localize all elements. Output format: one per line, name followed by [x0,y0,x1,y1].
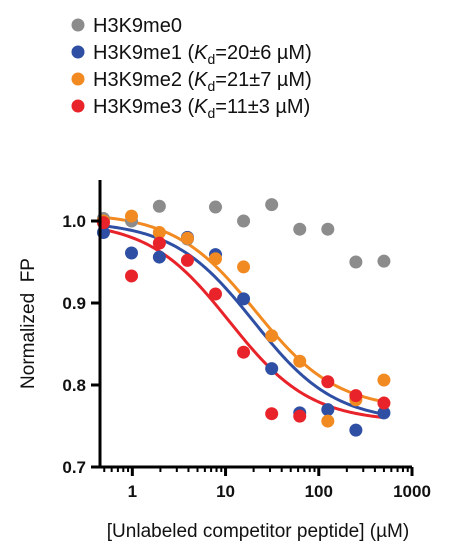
legend-entry: H3K9me3 (Kd=11±3 µM) [93,96,310,121]
data-point-h3k9me2 [152,225,166,239]
data-point-h3k9me0 [377,254,391,268]
legend-entry: H3K9me2 (Kd=21±7 µM) [93,69,312,94]
legend-series-name: H3K9me2 ( [93,69,194,91]
data-point-h3k9me2 [293,354,307,368]
data-point-h3k9me2 [237,260,251,274]
legend-kd-symbol: K [194,96,209,118]
legend-kd-subscript: d [208,51,216,67]
data-point-h3k9me1 [377,406,391,420]
x-tick-label: 10 [216,482,235,501]
data-point-h3k9me3 [321,375,335,389]
legend-kd-value: =11±3 µM) [215,96,310,118]
legend-series-name: H3K9me0 [93,15,182,37]
data-point-h3k9me1 [152,250,166,264]
y-tick-label: 0.9 [62,294,86,313]
data-point-h3k9me0 [152,199,166,213]
legend-series-name: H3K9me1 ( [93,42,194,64]
data-point-h3k9me3 [349,389,363,403]
legend-marker [71,45,85,59]
legend-marker [71,18,85,32]
legend-kd-value: =20±6 µM) [215,42,311,64]
legend-kd-symbol: K [194,69,209,91]
data-point-h3k9me1 [237,292,251,306]
data-point-h3k9me3 [180,253,194,267]
legend-entry: H3K9me0 [93,15,182,37]
y-ticks: 0.7 0.8 0.9 1.0 [62,212,100,477]
data-point-h3k9me3 [237,345,251,359]
data-points [96,198,391,437]
data-point-h3k9me0 [293,222,307,236]
data-point-h3k9me2 [321,414,335,428]
x-axis-title: [Unlabeled competitor peptide] (µM) [107,521,409,542]
data-point-h3k9me1 [125,246,139,260]
data-point-h3k9me2 [180,231,194,245]
data-point-h3k9me3 [293,409,307,423]
data-point-h3k9me2 [265,329,279,343]
data-point-h3k9me0 [237,214,251,228]
data-point-h3k9me1 [265,362,279,376]
legend-entry: H3K9me1 (Kd=20±6 µM) [93,42,312,67]
data-point-h3k9me3 [208,287,222,301]
data-point-h3k9me0 [321,222,335,236]
legend-kd-subscript: d [208,78,216,94]
data-point-h3k9me1 [321,403,335,417]
data-point-h3k9me0 [349,255,363,269]
legend-marker [71,72,85,86]
data-point-h3k9me3 [125,269,139,283]
fit-curve-h3k9me3 [99,227,385,420]
data-point-h3k9me0 [265,198,279,212]
x-ticks: 1 10 100 1000 [103,467,431,501]
data-point-h3k9me3 [377,396,391,410]
fit-curve-h3k9me1 [99,223,385,416]
y-tick-label: 0.8 [62,376,86,395]
y-tick-label: 0.7 [62,458,86,477]
legend-series-name: H3K9me3 ( [93,96,194,118]
data-point-h3k9me3 [265,407,279,421]
axes: 0.7 0.8 0.9 1.0 1 10 100 1000 [62,180,431,501]
legend-kd-value: =21±7 µM) [215,69,311,91]
x-tick-label: 1 [128,482,137,501]
legend-kd-subscript: d [208,105,216,121]
data-point-h3k9me0 [208,200,222,214]
x-tick-label: 1000 [393,482,431,501]
x-tick-label: 100 [305,482,333,501]
legend-marker [71,99,85,113]
data-point-h3k9me2 [377,373,391,387]
data-point-h3k9me2 [208,252,222,266]
data-point-h3k9me3 [152,236,166,250]
legend-kd-symbol: K [194,42,209,64]
data-point-h3k9me1 [349,423,363,437]
y-axis-title: Normalized FP [18,258,39,389]
data-point-h3k9me2 [125,209,139,223]
fit-curves [99,215,385,420]
y-tick-label: 1.0 [62,212,86,231]
